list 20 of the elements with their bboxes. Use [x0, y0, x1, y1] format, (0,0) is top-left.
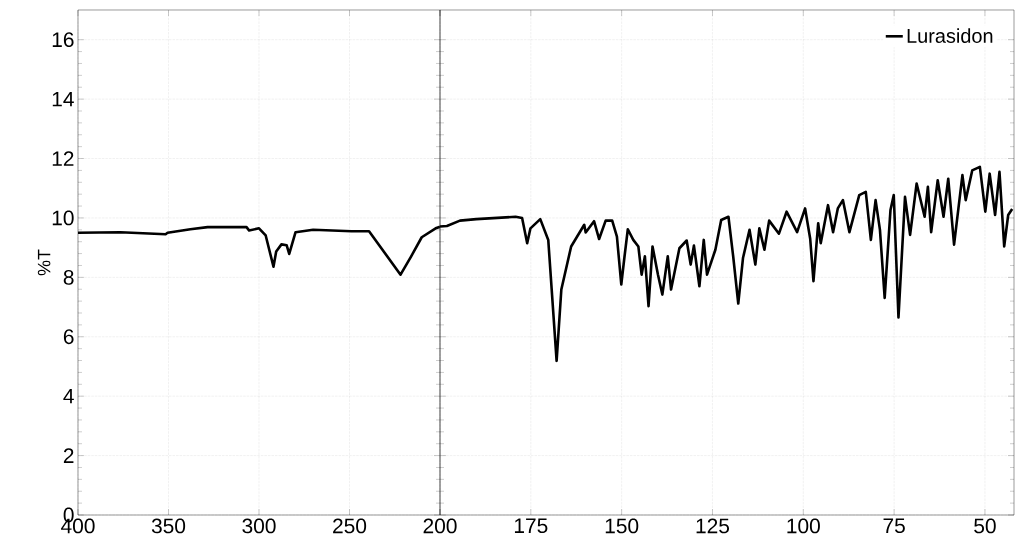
x-tick-label: 100 — [787, 518, 820, 534]
y-tick-label: 4 — [63, 388, 74, 404]
x-tick-label: 200 — [423, 518, 457, 534]
x-tick-label: 175 — [514, 518, 548, 534]
x-tick-label: 300 — [242, 518, 276, 534]
x-tick-label: 75 — [883, 518, 905, 534]
y-tick-label: 6 — [63, 329, 74, 345]
y-tick-label: 12 — [52, 151, 74, 166]
x-tick-label: 50 — [974, 518, 996, 534]
y-tick-label: 16 — [52, 32, 74, 48]
x-tick-label: 250 — [333, 518, 367, 534]
legend-label: Lurasidon — [907, 28, 993, 43]
y-axis-title: %T — [37, 249, 51, 276]
x-tick-label: 150 — [605, 518, 639, 534]
y-tick-label: 14 — [52, 91, 74, 107]
x-tick-label: 350 — [151, 518, 186, 534]
x-tick-label: 125 — [696, 518, 730, 534]
y-tick-label: 2 — [63, 448, 74, 463]
y-tick-label: 10 — [52, 210, 74, 226]
y-tick-label: 8 — [63, 269, 74, 285]
